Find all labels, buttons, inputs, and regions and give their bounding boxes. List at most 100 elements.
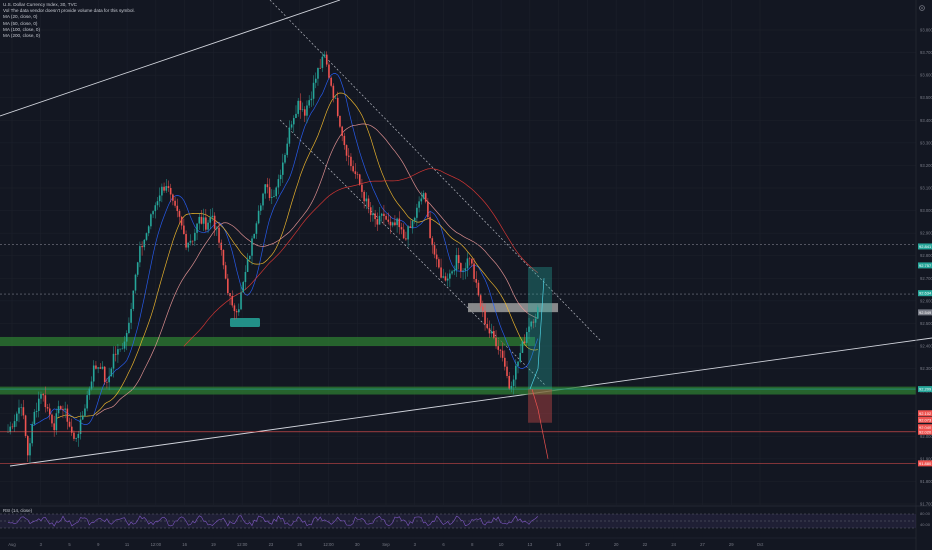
legend-ma-200[interactable]: MA (200, close, 0) (3, 33, 41, 39)
candle-body (477, 282, 480, 296)
time-tick-label: 9 (97, 542, 100, 547)
candle-body (90, 381, 93, 389)
candle-body (128, 322, 130, 334)
candle-body (158, 195, 161, 202)
time-tick-label: 10 (499, 542, 504, 547)
candle-body (106, 382, 108, 383)
candle-body (435, 254, 438, 260)
rsi-tick-label: 40.00 (920, 522, 931, 527)
candle-body (537, 307, 539, 319)
candle-body (396, 218, 398, 226)
candle-body (55, 413, 58, 431)
zone-green-band (0, 336, 535, 346)
time-tick-label: Sep (382, 542, 390, 547)
candle-body (66, 408, 69, 422)
legend-volume: Vol The data vendor doesn't provide volu… (3, 8, 135, 14)
price-label-text: 92.102 (919, 411, 932, 416)
candle-body (145, 233, 148, 240)
candle-body (233, 305, 236, 312)
price-tick-label: 91.800 (920, 479, 932, 484)
gear-icon[interactable] (918, 4, 926, 12)
price-tick-label: 93.100 (920, 186, 932, 191)
candle-body (451, 271, 453, 274)
legend-ma-100[interactable]: MA (100, close, 0) (3, 26, 41, 32)
candle-body (323, 54, 326, 57)
long-position-tool[interactable] (528, 267, 552, 459)
price-tick-label: 92.400 (920, 344, 932, 349)
time-axis[interactable]: Aug 3 5 9 11 12:00 16 19 12:00 23 25 12:00 30 Sep 3 6 8 1… (0, 537, 916, 547)
candle-body (125, 333, 128, 342)
zone-gray-band (468, 303, 558, 313)
candle-body (180, 216, 183, 226)
rsi-tick-label: 80.00 (920, 511, 931, 516)
rsi-label: RSI (14, close) (3, 508, 33, 513)
price-axis[interactable]: 93.800 93.700 93.600 93.500 93.400 93.300 93.2… (915, 0, 932, 550)
candle-body (139, 246, 141, 263)
price-tick-label: 93.200 (920, 163, 932, 168)
candle-body (460, 263, 462, 272)
candle-body (240, 292, 242, 310)
candle-body (172, 194, 174, 201)
candle-body (218, 227, 220, 243)
rising-trendline-lower (9, 337, 932, 467)
candle-body (383, 213, 385, 217)
candle-body (297, 100, 299, 114)
candle-body (156, 201, 159, 206)
price-label-text: 92.841 (919, 244, 932, 249)
price-label-box (918, 290, 932, 297)
candle-body (147, 226, 150, 234)
candle-body (484, 310, 486, 325)
price-label-box (918, 460, 932, 467)
candle-body (40, 394, 42, 399)
candle-body (229, 293, 231, 297)
candle-body (521, 341, 524, 353)
candle-body (242, 282, 245, 293)
candle-body (534, 318, 537, 323)
candle-body (372, 213, 374, 216)
candle-body (479, 295, 482, 307)
legend-ma-50[interactable]: MA (50, close, 0) (3, 20, 38, 26)
candle-body (462, 270, 464, 272)
candle-body (501, 350, 504, 358)
legend-ma-20[interactable]: MA (20, close, 0) (3, 14, 38, 20)
grid-lines (0, 0, 916, 505)
price-label-text: 92.634 (919, 291, 932, 296)
candle-body (183, 225, 185, 235)
candle-body (35, 410, 38, 412)
time-tick-label: 5 (68, 542, 71, 547)
candle-body (471, 258, 473, 264)
time-tick-label: Aug (8, 542, 16, 547)
price-label-box (918, 410, 932, 417)
candle-body (365, 198, 368, 202)
candle-body (7, 431, 9, 433)
candle-body (453, 270, 456, 272)
candle-body (347, 155, 350, 157)
candle-body (207, 222, 209, 230)
candle-body (310, 98, 313, 101)
time-tick-label: 23 (269, 542, 274, 547)
candle-body (22, 407, 25, 416)
candle-body (385, 216, 387, 220)
candle-body (123, 341, 126, 349)
candle-body (191, 240, 194, 242)
candle-body (532, 321, 535, 323)
candle-body (231, 296, 234, 306)
time-tick-label: 8 (471, 542, 474, 547)
candle-body (200, 216, 203, 224)
candle-body (84, 408, 86, 416)
candle-body (361, 184, 363, 192)
candle-body (486, 324, 489, 329)
moving-averages (29, 73, 539, 426)
candle-body (510, 385, 513, 389)
candle-body (196, 223, 198, 233)
candle-body (464, 268, 467, 271)
candle-body (358, 174, 361, 185)
price-label-text: 92.757 (919, 263, 932, 268)
candle-body (110, 368, 113, 377)
candle-body (46, 407, 49, 409)
candles (7, 51, 539, 465)
candle-body (88, 388, 91, 396)
candle-body (413, 217, 416, 221)
candle-body (132, 290, 135, 309)
